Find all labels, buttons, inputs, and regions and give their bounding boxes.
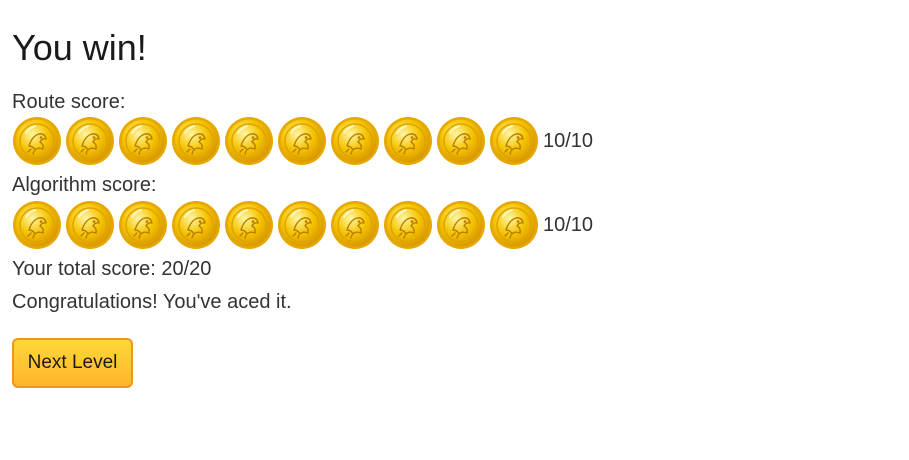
route-score-row: 10/10 [12, 116, 593, 166]
gold-coin-icon [330, 116, 380, 166]
gold-coin-icon [277, 200, 327, 250]
algorithm-score-value: 10/10 [543, 214, 594, 236]
congratulations-message: Congratulations! You've aced it. [12, 291, 292, 313]
total-score-text: Your total score: 20/20 [12, 258, 212, 280]
route-score-value: 10/10 [543, 130, 594, 152]
gold-coin-icon [383, 200, 433, 250]
gold-coin-icon [436, 116, 486, 166]
gold-coin-icon [65, 116, 115, 166]
gold-coin-icon [171, 116, 221, 166]
route-score-label: Route score: [12, 91, 126, 113]
algorithm-score-label: Algorithm score: [12, 174, 157, 196]
gold-coin-icon [436, 200, 486, 250]
algorithm-coins [12, 200, 542, 250]
gold-coin-icon [383, 116, 433, 166]
gold-coin-icon [489, 200, 539, 250]
gold-coin-icon [171, 200, 221, 250]
gold-coin-icon [330, 200, 380, 250]
gold-coin-icon [277, 116, 327, 166]
gold-coin-icon [12, 200, 62, 250]
gold-coin-icon [118, 116, 168, 166]
gold-coin-icon [489, 116, 539, 166]
gold-coin-icon [224, 200, 274, 250]
route-coins [12, 116, 542, 166]
page-title: You win! [12, 27, 147, 68]
gold-coin-icon [65, 200, 115, 250]
gold-coin-icon [224, 116, 274, 166]
gold-coin-icon [12, 116, 62, 166]
algorithm-score-row: 10/10 [12, 200, 593, 250]
gold-coin-icon [118, 200, 168, 250]
next-level-button[interactable]: Next Level [12, 338, 133, 388]
